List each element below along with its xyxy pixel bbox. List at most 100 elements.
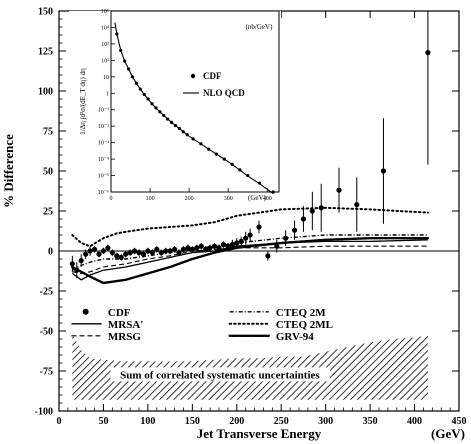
cdf-point (291, 227, 298, 233)
cdf-point (216, 245, 222, 251)
inset-cdf-point (166, 117, 170, 121)
systematic-band (72, 334, 428, 400)
inset-cdf-point (146, 97, 150, 101)
inset-cdf-point (246, 173, 250, 178)
cdf-point (145, 248, 151, 254)
cdf-point (74, 267, 80, 273)
inset-cdf-point (230, 162, 234, 166)
inset-y-tick-label: 10⁻⁵ (98, 174, 109, 180)
cdf-point (336, 187, 342, 193)
y-tick-label: 100 (38, 87, 53, 98)
inset-cdf-point (271, 190, 275, 194)
legend-cteq2m-label: CTEQ 2M (276, 307, 326, 319)
inset-y-tick-label: 1 (106, 91, 109, 97)
inset-cdf-point (169, 120, 174, 124)
inset-plot: 0 100 200 300 400 10⁻⁶ 10⁻⁵ 10⁻⁴ 10⁻³ 10⁻² 10⁻¹ 1 10… (69, 9, 281, 206)
cdf-point (256, 224, 262, 230)
inset-cdf-point (123, 59, 127, 63)
cdf-point (247, 232, 253, 238)
legend-cdf-marker (82, 308, 89, 315)
cdf-point (118, 254, 124, 260)
y-tick-label: 75 (43, 127, 53, 138)
cdf-point (149, 250, 155, 256)
cdf-point (234, 240, 240, 246)
inset-y-tick-label: 10⁻² (98, 124, 109, 130)
inset-x-tick-label: 0 (110, 196, 113, 202)
inset-y-tick-label: 10² (101, 58, 109, 64)
x-tick-label: 250 (274, 416, 289, 427)
y-tick-label: 25 (43, 207, 53, 218)
cdf-point (207, 245, 213, 251)
y-tick-label: -75 (40, 367, 53, 378)
y-tick-label: -100 (35, 407, 53, 418)
cdf-point (318, 205, 324, 211)
inset-x-tick-label: 200 (185, 196, 194, 202)
curve-cteq-2m (71, 234, 428, 271)
cdf-point (380, 168, 387, 174)
cdf-point (180, 246, 187, 252)
cdf-point (211, 243, 218, 249)
cdf-point (220, 242, 227, 248)
inset-cdf-point (162, 113, 166, 118)
y-tick-label: -50 (40, 327, 53, 338)
cdf-point (309, 208, 315, 214)
inset-x-tick-label: 100 (146, 196, 155, 202)
cdf-point (105, 245, 111, 251)
cdf-point (265, 253, 271, 259)
inset-legend-cdf-label: CDF (203, 71, 222, 81)
cdf-point (127, 250, 133, 256)
cdf-point (283, 235, 289, 241)
cdf-point (425, 50, 431, 56)
x-axis-unit: (GeV) (431, 426, 465, 441)
legend-grv94-label: GRV-94 (276, 331, 314, 343)
y-tick-label: 0 (48, 247, 53, 258)
curve-mrsa- (71, 239, 428, 281)
inset-y-tick-label: 10 (103, 75, 109, 81)
cdf-point (123, 251, 129, 257)
inset-y-tick-label: 10⁵ (101, 9, 109, 15)
inset-y-tick-label: 10⁻³ (98, 141, 109, 147)
cdf-point (229, 242, 235, 248)
x-tick-label: 0 (57, 416, 62, 427)
legend-mrsa-label: MRSA' (108, 319, 143, 331)
inset-cdf-point (214, 152, 219, 156)
inset-y-unit: (nb/GeV) (246, 23, 273, 31)
cdf-point (136, 250, 142, 256)
cdf-point (225, 243, 231, 249)
inset-y-tick-label: 10⁻⁴ (98, 157, 109, 163)
y-tick-label: 150 (38, 7, 53, 18)
inset-y-axis-label: 1/Δη ∫d²σ/(dE_T dη) dη (79, 68, 87, 135)
cdf-point (300, 216, 307, 222)
y-tick-label: 125 (38, 47, 53, 58)
inset-cdf-point (150, 102, 154, 106)
cdf-point (176, 250, 182, 256)
x-tick-label: 150 (185, 416, 200, 427)
cdf-point (185, 245, 191, 251)
cdf-point (69, 261, 75, 267)
x-tick-label: 50 (98, 416, 108, 427)
cdf-point (171, 246, 178, 252)
inset-y-tick-label: 10⁴ (101, 25, 109, 31)
cdf-point (87, 248, 93, 254)
inset-cdf-point (207, 147, 211, 151)
inset-legend-nlo-label: NLO QCD (203, 88, 245, 98)
inset-cdf-point (238, 168, 242, 172)
inset-cdf-point (130, 75, 135, 79)
band-label: Sum of correlated systematic uncertainti… (120, 369, 320, 381)
inset-cdf-point (181, 130, 185, 134)
x-tick-label: 450 (452, 416, 467, 427)
cdf-point (198, 243, 204, 249)
inset-x-tick-label: 300 (224, 196, 233, 202)
inset-background (69, 11, 281, 206)
main-plot: 0 50 100 150 200 250 300 350 400 450-100-75-50-25… (1, 7, 467, 442)
inset-cdf-point (199, 142, 203, 146)
inset-cdf-point (119, 48, 123, 53)
curve-cteq-2ml (71, 206, 429, 248)
inset-y-tick-label: 10⁻⁶ (98, 190, 109, 196)
cdf-point (78, 258, 84, 264)
inset-cdf-point (115, 32, 119, 36)
cdf-point (354, 202, 360, 208)
cdf-point (194, 245, 200, 251)
inset-cdf-point (158, 110, 162, 114)
x-tick-label: 100 (140, 416, 155, 427)
